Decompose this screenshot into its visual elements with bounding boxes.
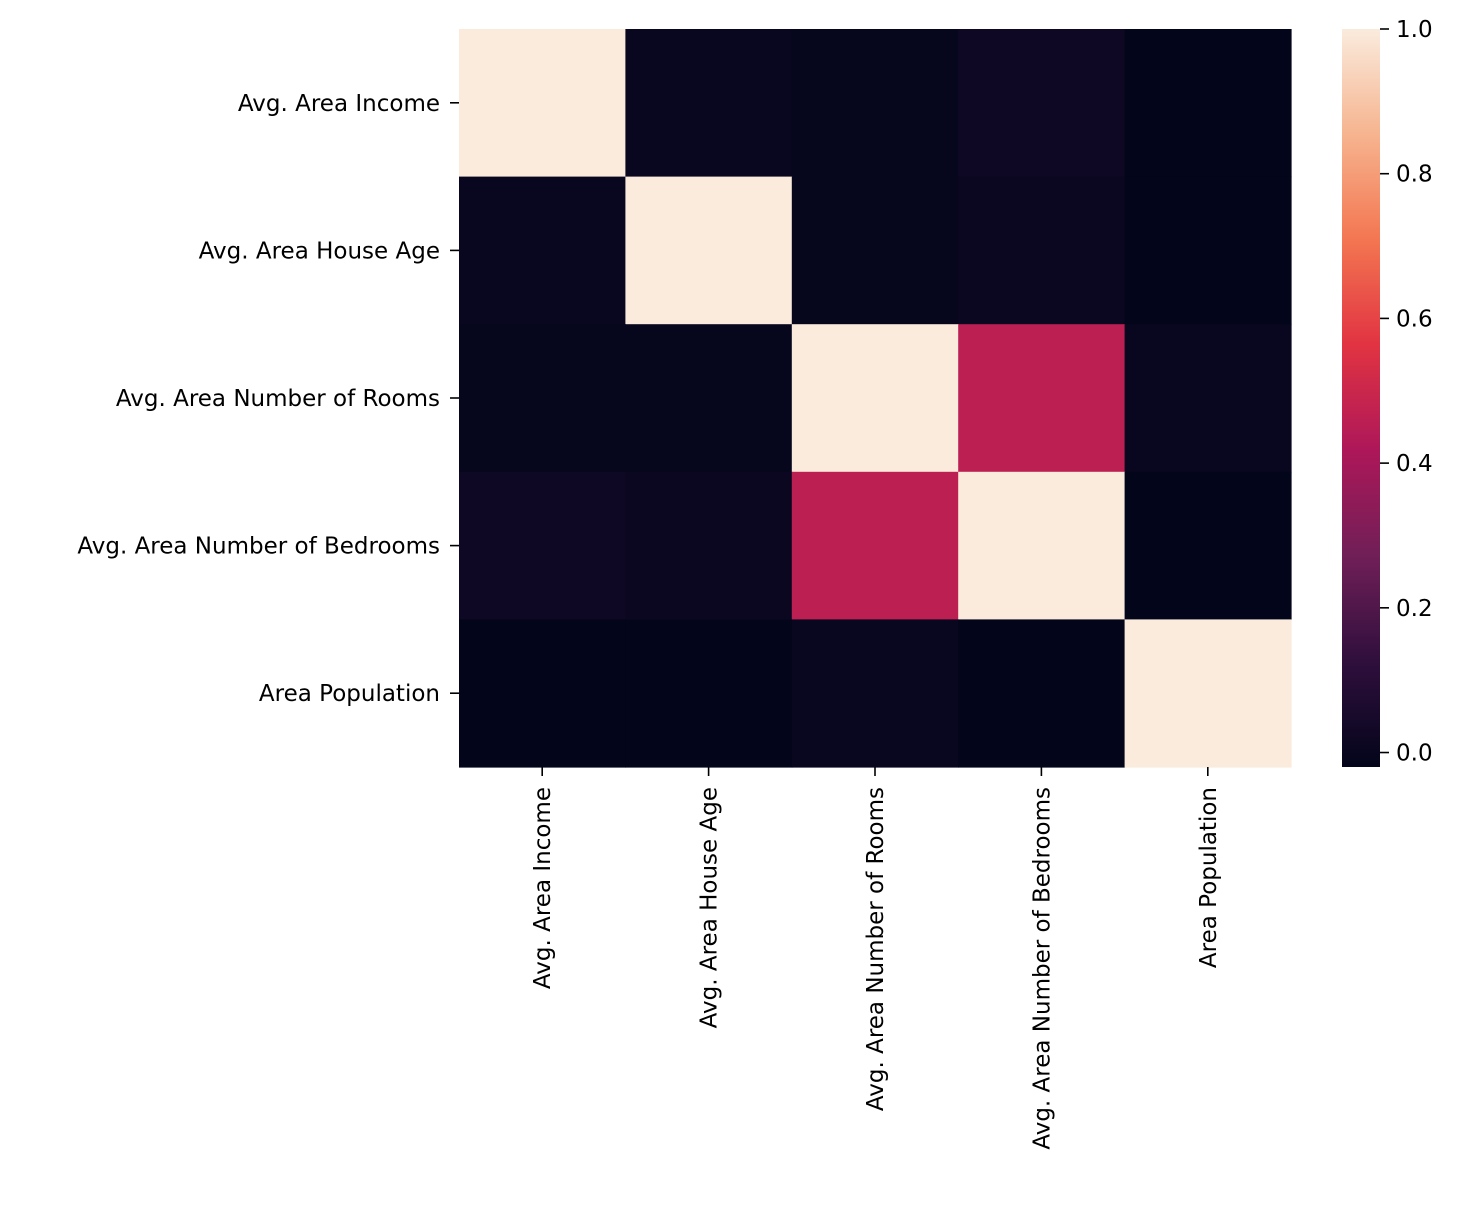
heatmap-cell	[958, 324, 1126, 473]
heatmap-cell	[625, 176, 793, 325]
x-tick-label: Avg. Area Number of Bedrooms	[1029, 787, 1055, 1150]
heatmap-cell	[625, 29, 793, 178]
y-tick-label: Avg. Area Number of Bedrooms	[77, 534, 440, 560]
heatmap-cell	[1124, 324, 1292, 473]
heatmap-cell	[1124, 619, 1292, 768]
heatmap-cell	[958, 176, 1126, 325]
heatmap-cell	[459, 619, 626, 768]
y-tick-label: Avg. Area House Age	[199, 238, 440, 264]
colorbar-tick-label: 0.8	[1396, 162, 1433, 188]
colorbar-tick-label: 0.6	[1396, 306, 1433, 332]
heatmap-cells	[459, 29, 1292, 768]
heatmap-cell	[1124, 471, 1292, 620]
heatmap-cell	[958, 619, 1126, 768]
heatmap-cell	[625, 324, 793, 473]
heatmap-cell	[459, 324, 626, 473]
heatmap-cell	[459, 176, 626, 325]
heatmap-cell	[791, 471, 959, 620]
heatmap-cell	[791, 29, 959, 178]
y-tick-label: Avg. Area Number of Rooms	[116, 386, 440, 412]
y-axis: Avg. Area Income Avg. Area House Age Avg. …	[77, 91, 459, 707]
heatmap-cell	[791, 324, 959, 473]
x-tick-label: Area Population	[1196, 787, 1222, 968]
y-tick-label: Area Population	[259, 681, 440, 707]
colorbar-tick-label: 0.4	[1396, 451, 1433, 477]
heatmap-cell	[958, 29, 1126, 178]
heatmap-cell	[958, 471, 1126, 620]
x-tick-label: Avg. Area Income	[530, 787, 556, 989]
colorbar: 0.0 0.2 0.4 0.6 0.8 1.0	[1342, 17, 1433, 767]
x-tick-label: Avg. Area House Age	[697, 787, 723, 1028]
colorbar-tick-label: 1.0	[1396, 17, 1433, 43]
heatmap-cell	[459, 29, 626, 178]
x-axis: Avg. Area Income Avg. Area House Age Avg. …	[530, 767, 1222, 1150]
x-tick-label: Avg. Area Number of Rooms	[863, 787, 889, 1111]
colorbar-tick-label: 0.0	[1396, 741, 1433, 767]
heatmap-cell	[791, 176, 959, 325]
heatmap-cell	[625, 471, 793, 620]
heatmap-cell	[459, 471, 626, 620]
heatmap-cell	[791, 619, 959, 768]
heatmap-cell	[1124, 176, 1292, 325]
colorbar-tick-label: 0.2	[1396, 596, 1433, 622]
colorbar-gradient	[1342, 29, 1380, 767]
heatmap-cell	[1124, 29, 1292, 178]
y-tick-label: Avg. Area Income	[238, 91, 440, 117]
heatmap-cell	[625, 619, 793, 768]
